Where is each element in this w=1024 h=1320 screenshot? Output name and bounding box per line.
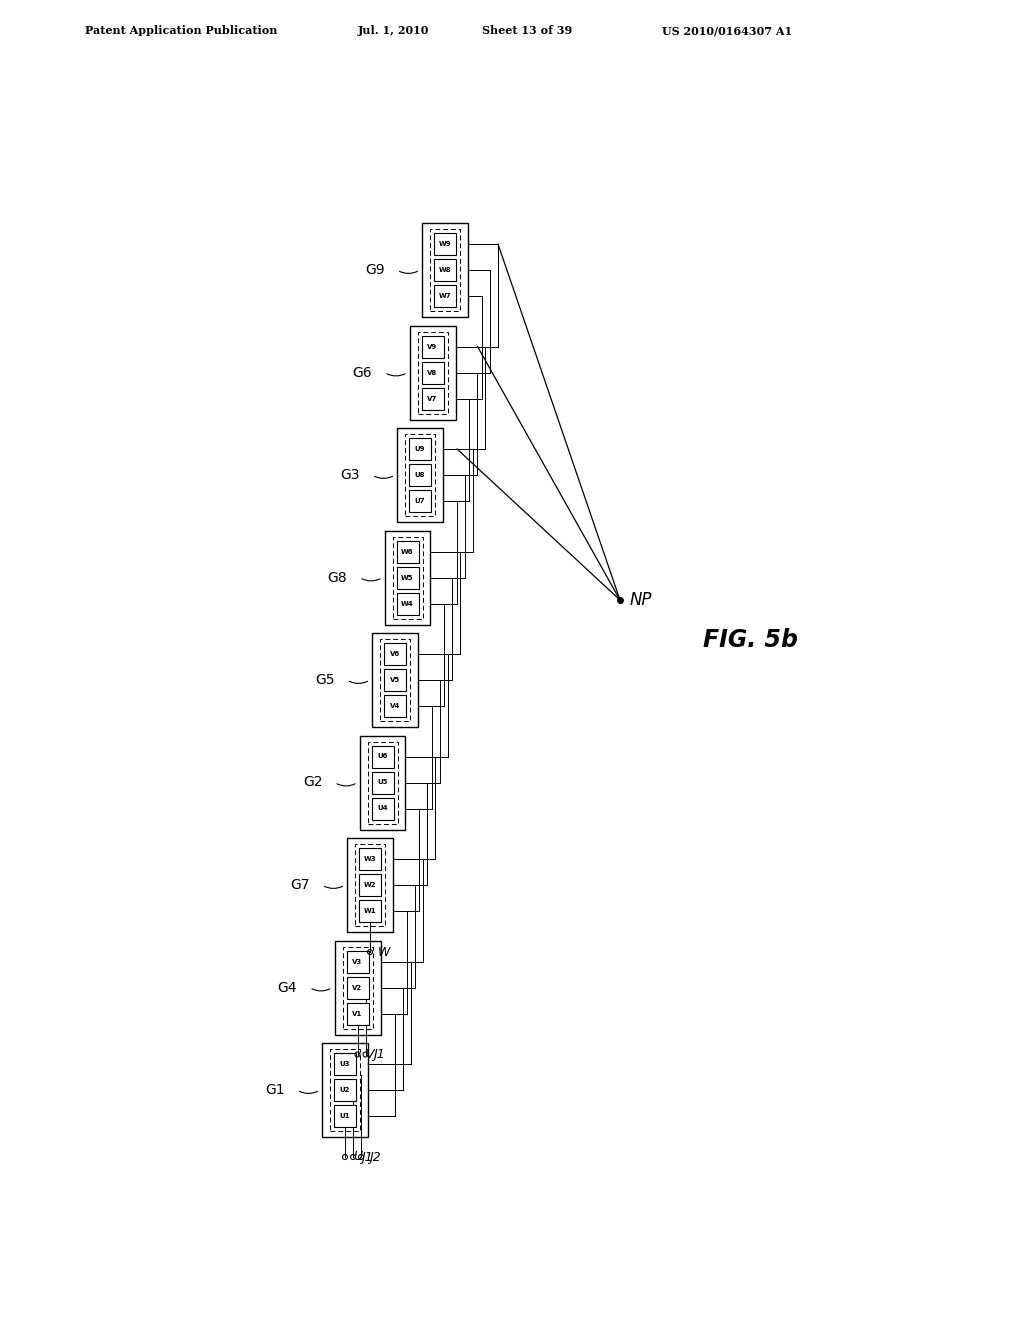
Bar (434, 285, 456, 308)
Bar (359, 735, 406, 829)
Bar (322, 1043, 368, 1137)
Bar (372, 634, 418, 727)
Text: W9: W9 (438, 242, 452, 247)
Bar (359, 874, 381, 896)
Bar (334, 1053, 356, 1074)
Bar (434, 259, 456, 281)
Text: U1: U1 (340, 1113, 350, 1119)
Text: G7: G7 (290, 878, 309, 892)
Text: FIG. 5b: FIG. 5b (702, 628, 798, 652)
Text: W8: W8 (438, 267, 452, 273)
Text: V5: V5 (390, 677, 400, 682)
Bar (396, 566, 419, 589)
Text: US 2010/0164307 A1: US 2010/0164307 A1 (662, 25, 793, 36)
Bar (384, 531, 430, 624)
Bar (397, 428, 443, 521)
Bar (396, 593, 419, 615)
Bar (434, 234, 456, 255)
Bar (422, 223, 468, 317)
Bar (384, 643, 406, 665)
Bar (372, 771, 393, 793)
Text: V: V (366, 1048, 374, 1061)
Text: G8: G8 (328, 570, 347, 585)
Text: Patent Application Publication: Patent Application Publication (85, 25, 278, 36)
Bar (334, 1105, 356, 1127)
Bar (347, 838, 393, 932)
Bar (368, 742, 397, 824)
Bar (334, 1078, 356, 1101)
Text: W3: W3 (364, 855, 376, 862)
Text: G1: G1 (265, 1082, 285, 1097)
Text: G9: G9 (366, 263, 385, 277)
Text: U4: U4 (377, 805, 388, 812)
Bar (396, 540, 419, 562)
Text: W2: W2 (364, 882, 376, 888)
Bar (409, 438, 431, 459)
Text: V9: V9 (427, 343, 437, 350)
Text: G2: G2 (303, 776, 323, 789)
Bar (406, 434, 435, 516)
Text: J1: J1 (361, 1151, 373, 1163)
Text: U7: U7 (415, 498, 425, 504)
Bar (346, 950, 369, 973)
Text: V7: V7 (427, 396, 437, 401)
Bar (422, 362, 443, 384)
Text: W: W (378, 945, 390, 958)
Text: Sheet 13 of 39: Sheet 13 of 39 (482, 25, 572, 36)
Text: U5: U5 (377, 780, 388, 785)
Text: W5: W5 (401, 574, 414, 581)
Text: V1: V1 (352, 1011, 362, 1016)
Bar (418, 331, 447, 413)
Bar (430, 228, 460, 312)
Text: NP: NP (630, 591, 652, 609)
Bar (392, 536, 423, 619)
Bar (346, 977, 369, 998)
Text: V6: V6 (390, 651, 400, 657)
Bar (359, 900, 381, 921)
Bar (346, 1002, 369, 1024)
Text: U6: U6 (377, 754, 388, 759)
Text: U3: U3 (340, 1061, 350, 1067)
Text: W7: W7 (438, 293, 452, 300)
Text: V2: V2 (352, 985, 362, 990)
Text: U8: U8 (415, 473, 425, 478)
Bar (409, 465, 431, 486)
Text: V4: V4 (390, 704, 400, 709)
Bar (355, 843, 385, 927)
Text: W4: W4 (401, 601, 414, 606)
Bar (380, 639, 410, 721)
Text: U: U (353, 1151, 362, 1163)
Text: G6: G6 (352, 366, 373, 380)
Text: G4: G4 (278, 981, 297, 994)
Bar (372, 797, 393, 820)
Bar (384, 696, 406, 717)
Text: G3: G3 (340, 469, 359, 482)
Bar (410, 326, 456, 420)
Bar (372, 746, 393, 767)
Bar (335, 940, 381, 1035)
Text: W6: W6 (401, 549, 414, 554)
Bar (422, 388, 443, 409)
Text: J1: J1 (374, 1048, 385, 1061)
Bar (342, 946, 373, 1028)
Bar (330, 1049, 360, 1131)
Text: V8: V8 (427, 370, 437, 375)
Bar (422, 335, 443, 358)
Bar (409, 490, 431, 512)
Text: U9: U9 (415, 446, 425, 451)
Bar (384, 669, 406, 690)
Text: Jul. 1, 2010: Jul. 1, 2010 (358, 25, 429, 36)
Bar (359, 847, 381, 870)
Text: G5: G5 (315, 673, 335, 686)
Text: V3: V3 (352, 958, 362, 965)
Text: U2: U2 (340, 1086, 350, 1093)
Text: J2: J2 (369, 1151, 381, 1163)
Text: W1: W1 (364, 908, 376, 913)
